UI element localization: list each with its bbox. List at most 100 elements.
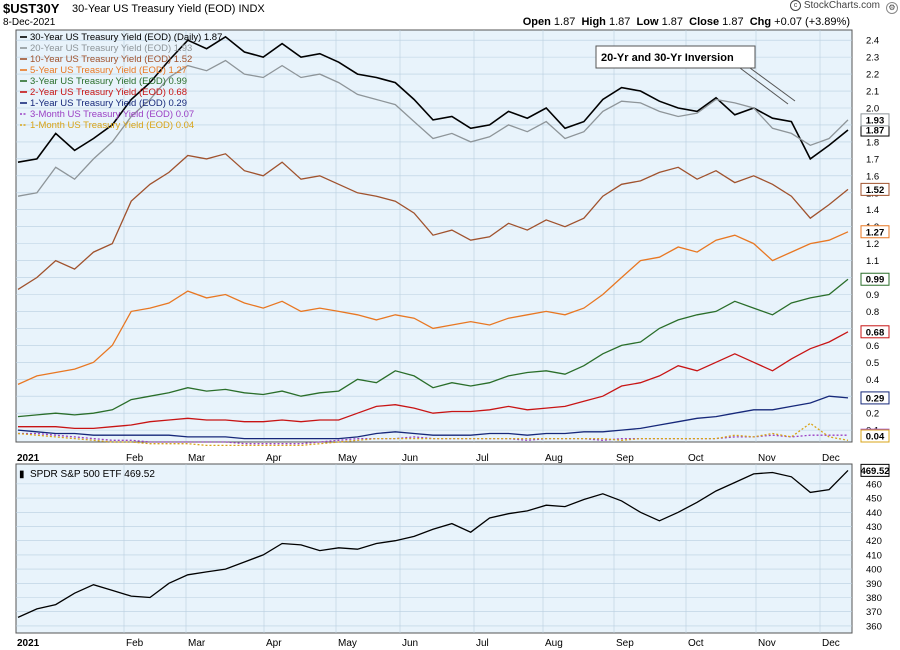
y-tick-label: 400 <box>866 565 882 576</box>
close-label: Close <box>689 16 720 28</box>
open-label: Open <box>522 16 551 28</box>
annotation-box <box>595 45 756 69</box>
last-value-label: 0.68 <box>866 327 885 338</box>
y-tick-label: 0.8 <box>866 307 879 318</box>
y-tick-label: 0.5 <box>866 358 879 369</box>
y-tick-label: 2.4 <box>866 36 879 47</box>
high-value: 1.87 <box>608 16 631 28</box>
low-value: 1.87 <box>661 16 683 28</box>
last-value-label: 469.52 <box>860 466 889 477</box>
y-tick-label: 1.2 <box>866 239 879 250</box>
annotation-pointer <box>739 67 789 105</box>
series-line-2 <box>17 59 849 197</box>
copyright-icon: c <box>790 0 802 11</box>
last-value-tag <box>860 225 890 239</box>
y-tick-label: 410 <box>866 550 882 561</box>
series-line-5 <box>17 278 849 418</box>
x-month-label: Dec <box>822 453 840 464</box>
y-tick-label: 420 <box>866 536 882 547</box>
annotation-text: 20-Yr and 30-Yr Inversion <box>601 52 734 64</box>
x-month-label: Oct <box>688 638 704 649</box>
y-tick-label: 450 <box>866 494 882 505</box>
legend-entry: 10-Year US Treasury Yield (EOD) 1.52 <box>30 54 192 65</box>
chg-value: +0.07 (+3.89%) <box>774 16 850 28</box>
x-month-label: Apr <box>266 453 282 464</box>
open-value: 1.87 <box>553 16 576 28</box>
x-month-label: Nov <box>758 453 776 464</box>
chart-header: $UST30Y 30-Year US Treasury Yield (EOD) … <box>0 0 900 30</box>
settings-icon[interactable]: ⚙ <box>886 2 898 14</box>
y-tick-label: 1.8 <box>866 137 879 148</box>
x-month-label: Feb <box>126 453 144 464</box>
legend-entry: 3-Year US Treasury Yield (EOD) 0.99 <box>30 76 187 87</box>
y-tick-label: 1.7 <box>866 154 879 165</box>
last-value-label: 1.87 <box>866 126 885 137</box>
y-tick-label: 430 <box>866 522 882 533</box>
y-tick-label: 2.1 <box>866 87 879 98</box>
chg-label: Chg <box>749 16 772 28</box>
last-value-label: 1.52 <box>866 185 885 196</box>
legend-entry: 1-Year US Treasury Yield (EOD) 0.29 <box>30 98 187 109</box>
x-month-label: Feb <box>126 638 144 649</box>
y-tick-label: 2.2 <box>866 70 879 81</box>
legend-entry: SPDR S&P 500 ETF 469.52 <box>30 469 155 480</box>
plot-area-1 <box>15 29 853 443</box>
y-tick-label: 0.4 <box>866 375 879 386</box>
close-value: 1.87 <box>722 16 744 28</box>
y-tick-label: 1.6 <box>866 171 879 182</box>
x-month-label: Jul <box>476 453 489 464</box>
y-tick-label: 370 <box>866 607 882 618</box>
x-month-label: May <box>338 638 357 649</box>
logo-text: StockCharts.com <box>803 0 880 12</box>
legend-entry: 30-Year US Treasury Yield (EOD) (Daily) … <box>30 32 222 43</box>
stockcharts-logo: c StockCharts.com <box>790 0 880 11</box>
series-line-6 <box>18 331 849 430</box>
y-tick-label: 360 <box>866 621 882 632</box>
y-tick-label: 460 <box>866 479 882 490</box>
x-month-label: May <box>338 453 357 464</box>
y-tick-label: 440 <box>866 508 882 519</box>
x-month-label: 2021 <box>17 638 40 649</box>
last-value-tag <box>860 391 890 405</box>
last-value-label: 0.29 <box>866 393 885 404</box>
x-month-label: Mar <box>188 453 206 464</box>
series-line-7 <box>17 395 849 440</box>
last-value-tag <box>860 113 890 127</box>
series-line-3 <box>17 153 849 290</box>
high-label: High <box>581 16 606 28</box>
last-value-tag <box>860 429 890 443</box>
x-month-label: Apr <box>266 638 282 649</box>
x-month-label: Nov <box>758 638 776 649</box>
ticker-description: 30-Year US Treasury Yield (EOD) INDX <box>72 3 265 15</box>
series-line-1 <box>17 469 849 618</box>
legend-entry: 1-Month US Treasury Yield (EOD) 0.04 <box>30 120 194 131</box>
legend-swatch: ▮ <box>19 469 25 480</box>
chart-date: 8-Dec-2021 <box>3 17 56 28</box>
y-tick-label: 2.0 <box>866 103 879 114</box>
legend-entry: 2-Year US Treasury Yield (EOD) 0.68 <box>30 87 187 98</box>
last-value-tag <box>860 463 890 477</box>
low-label: Low <box>636 16 659 28</box>
y-tick-label: 2.3 <box>866 53 879 64</box>
series-line-1 <box>17 35 849 163</box>
legend-entry: 3-Month US Treasury Yield (EOD) 0.07 <box>30 109 194 120</box>
y-tick-label: 390 <box>866 579 882 590</box>
annotation-pointer <box>749 67 796 102</box>
last-value-tag <box>860 272 890 286</box>
x-month-label: Jul <box>476 638 489 649</box>
x-month-label: Sep <box>616 638 634 649</box>
last-value-label: 0.04 <box>866 432 885 443</box>
ticker-symbol: $UST30Y <box>3 1 60 16</box>
y-tick-label: 0.2 <box>866 409 879 420</box>
last-value-label: 1.93 <box>866 115 885 126</box>
series-line-4 <box>17 231 849 385</box>
last-value-label: 1.27 <box>866 227 885 238</box>
x-month-label: Dec <box>822 638 840 649</box>
last-value-tag <box>860 182 890 196</box>
x-month-label: Jun <box>402 638 418 649</box>
plot-area-2 <box>15 463 853 634</box>
x-month-label: Oct <box>688 453 704 464</box>
ohlc-readout: Open 1.87 High 1.87 Low 1.87 Close 1.87 … <box>523 16 850 28</box>
y-tick-label: 380 <box>866 593 882 604</box>
